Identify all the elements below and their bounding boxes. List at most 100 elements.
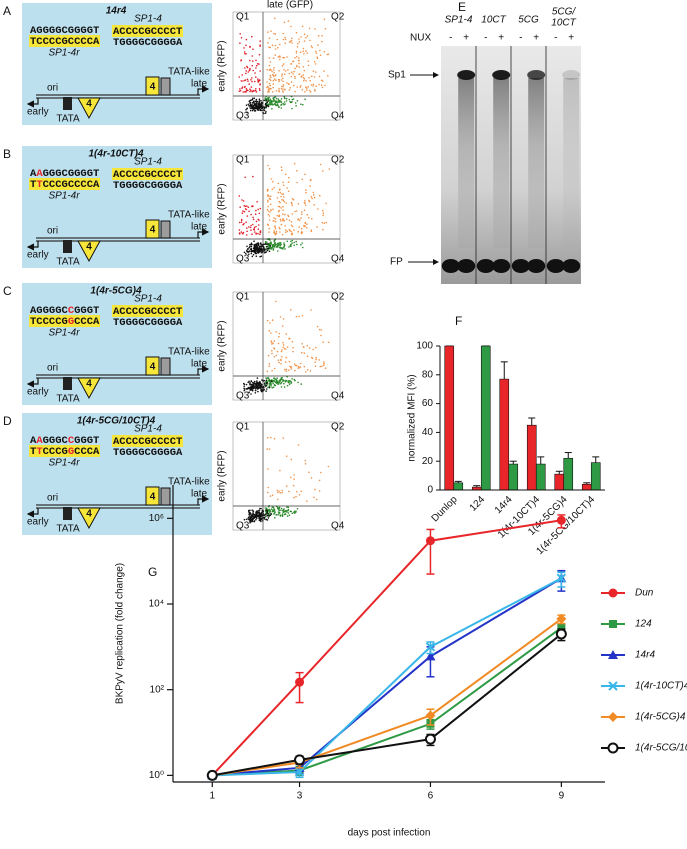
flow-event: [273, 340, 276, 342]
bar: [535, 463, 546, 491]
flow-event: [248, 391, 250, 394]
sequence: ACCCCGCCCCT: [113, 26, 182, 38]
flow-event: [282, 209, 284, 211]
point: [556, 573, 567, 583]
flow-event: [286, 506, 288, 509]
flow-event: [314, 88, 316, 91]
flow-event: [285, 229, 287, 231]
flow-event: [283, 379, 285, 382]
flow-event: [254, 80, 256, 83]
flow-event: [259, 79, 261, 81]
flow-event: [257, 104, 260, 106]
flow-event: [252, 384, 255, 386]
flow-event: [277, 359, 280, 362]
element-label: 4: [150, 82, 156, 93]
flow-event: [240, 59, 243, 61]
flow-event: [310, 229, 313, 231]
flow-event: [254, 252, 257, 255]
sequence-part: A: [30, 435, 37, 447]
flow-event: [315, 50, 317, 53]
flow-event: [279, 218, 282, 221]
flow-event: [267, 164, 269, 167]
flow-event: [283, 219, 285, 222]
flow-event: [290, 458, 293, 461]
flow-event: [299, 362, 302, 365]
sequence-part: A: [36, 435, 43, 447]
flow-event: [276, 489, 279, 492]
flow-event: [314, 361, 316, 364]
flow-event: [275, 230, 278, 233]
flow-event: [246, 66, 249, 69]
flow-event: [254, 231, 256, 233]
flow-event: [269, 84, 272, 87]
point: [555, 628, 567, 640]
flow-event: [281, 169, 283, 171]
flow-event: [278, 100, 280, 102]
flow-event: [254, 89, 257, 92]
sign-label: -: [519, 33, 522, 44]
flow-event: [269, 103, 272, 106]
flow-event: [241, 212, 244, 214]
flow-event: [323, 18, 326, 21]
flow-event: [267, 31, 269, 33]
early-label: early: [27, 387, 49, 398]
band: [511, 259, 530, 273]
flow-event: [251, 233, 253, 235]
flow-event: [239, 206, 241, 208]
flow-event: [258, 212, 261, 215]
flow-event: [244, 252, 247, 255]
flow-event: [260, 99, 262, 102]
flow-event: [278, 246, 281, 249]
flow-event: [260, 507, 262, 510]
flow-event: [251, 55, 254, 57]
flow-event: [248, 518, 251, 521]
flow-event: [277, 210, 280, 213]
flow-event: [267, 379, 270, 382]
tata-label: TATA: [56, 524, 80, 535]
flow-event: [263, 99, 266, 102]
flow-event: [259, 243, 262, 245]
flow-event: [270, 385, 273, 387]
series-line: [212, 633, 562, 777]
flow-event: [294, 102, 297, 104]
flow-event: [301, 88, 304, 91]
flow-event: [266, 377, 269, 379]
flow-event: [273, 347, 275, 349]
flow-event: [252, 250, 254, 253]
flow-event: [265, 384, 268, 387]
flow-event: [239, 33, 241, 35]
flow-event: [266, 86, 268, 89]
flow-event: [275, 514, 277, 516]
flow-event: [319, 194, 321, 197]
flow-event: [270, 243, 272, 245]
flow-event: [238, 195, 241, 197]
sequence: TGGGGCGGGGA: [113, 447, 183, 459]
series-line: [212, 577, 562, 777]
flow-event: [279, 201, 281, 204]
flow-event: [322, 341, 325, 344]
flow-event: [270, 209, 272, 211]
flow-event: [272, 386, 275, 389]
flow-event: [278, 383, 280, 385]
lane-label: 5CG/: [552, 7, 577, 18]
flow-event: [272, 248, 275, 250]
flow-event: [295, 315, 298, 318]
flow-event: [266, 208, 269, 211]
flow-event: [297, 59, 300, 62]
flow-event: [245, 108, 247, 111]
flow-event: [254, 381, 256, 383]
quadrant-label: Q2: [331, 12, 345, 23]
early-label: early: [27, 250, 49, 261]
quadrant-label: Q4: [331, 521, 345, 532]
flow-event: [268, 37, 271, 40]
flow-event: [281, 513, 284, 515]
flow-event: [270, 332, 272, 334]
flow-event: [305, 371, 307, 373]
band: [546, 259, 565, 273]
flow-event: [285, 100, 288, 102]
flow-event: [279, 380, 281, 383]
sequence-part: CCCA: [74, 446, 100, 458]
flow-event: [238, 76, 240, 78]
flow-event: [244, 67, 246, 69]
flow-event: [249, 109, 252, 112]
